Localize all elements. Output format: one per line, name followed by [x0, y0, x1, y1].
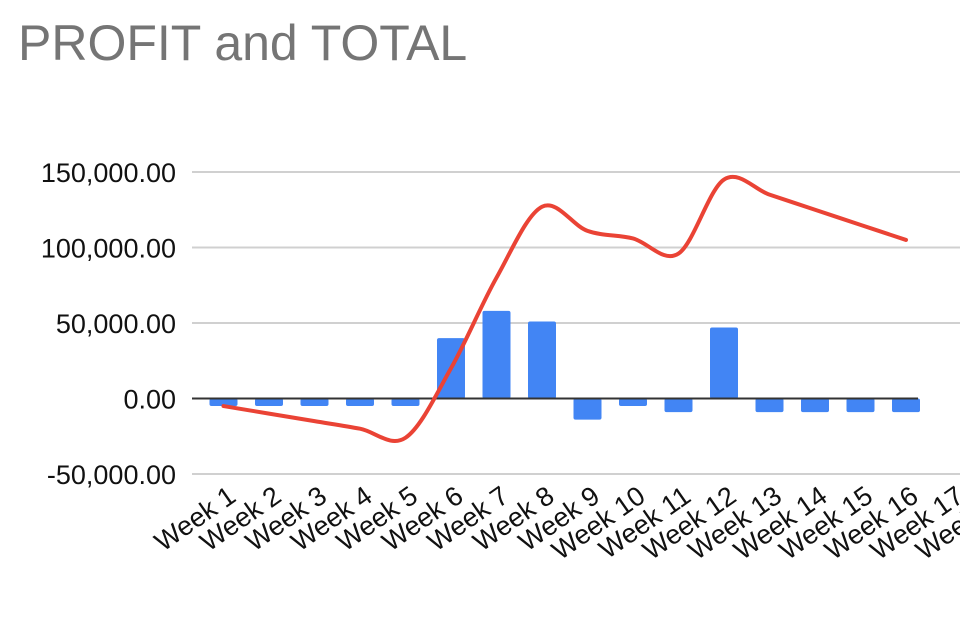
profit-bars — [209, 310, 920, 420]
profit-bar — [710, 327, 738, 399]
profit-bar — [209, 398, 238, 407]
total-line — [221, 175, 908, 443]
y-tick-label: 50,000.00 — [56, 309, 176, 339]
total-line-series — [221, 175, 908, 443]
y-tick-label: -50,000.00 — [47, 460, 176, 490]
profit-bar — [255, 398, 283, 407]
y-tick-label: 0.00 — [123, 385, 176, 415]
profit-bar — [573, 398, 602, 420]
profit-bar — [482, 310, 511, 399]
chart-title: PROFIT and TOTAL — [18, 15, 468, 71]
gridlines — [192, 171, 960, 475]
y-tick-label: 100,000.00 — [41, 234, 176, 264]
profit-bar — [300, 398, 329, 407]
profit-bar — [892, 398, 920, 413]
y-tick-label: 150,000.00 — [41, 158, 176, 188]
profit-bar — [391, 398, 420, 407]
profit-bar — [619, 398, 647, 407]
profit-bar — [846, 398, 875, 413]
profit-bar — [346, 398, 374, 407]
profit-bar — [528, 321, 556, 399]
profit-bar — [801, 398, 829, 413]
profit-bar — [664, 398, 693, 413]
profit-bar — [755, 398, 784, 413]
y-axis-tick-labels: 150,000.00 100,000.00 50,000.00 0.00 -50,000… — [41, 158, 176, 490]
